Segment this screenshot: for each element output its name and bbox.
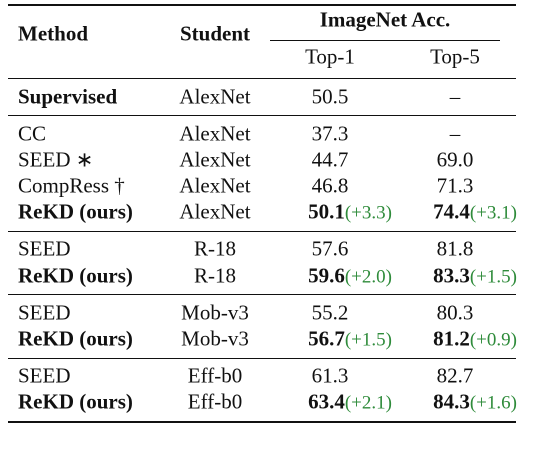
student: Eff-b0 <box>187 389 243 414</box>
top5-gain: (+1.6) <box>469 392 517 414</box>
top1-gain: (+3.3) <box>344 202 392 224</box>
method: Supervised <box>18 84 118 108</box>
top5-value: 81.8 <box>436 236 474 261</box>
method: SEED <box>18 236 71 261</box>
top1-value: 63.4 <box>308 389 345 414</box>
top1-gain: (+2.1) <box>344 392 392 414</box>
rule <box>8 78 516 79</box>
header-method: Method <box>18 21 88 46</box>
top5-cell: 82.7 <box>436 363 474 388</box>
rule <box>8 230 516 232</box>
top1-cell: 57.6 <box>311 236 349 261</box>
top1-value: 46.8 <box>311 173 349 198</box>
top5-gain: (+1.5) <box>469 266 517 288</box>
method: CompRess † <box>18 173 125 198</box>
top1-cell: 63.4(+2.1) <box>308 389 392 414</box>
rule <box>8 357 516 359</box>
top5-gain: (+3.1) <box>469 202 517 224</box>
top1-value: 59.6 <box>308 263 345 288</box>
top5-cell: – <box>450 86 461 107</box>
rule <box>8 294 516 296</box>
student: AlexNet <box>179 121 251 145</box>
group-rule <box>270 40 500 41</box>
top5-value: 81.2 <box>433 326 470 351</box>
top1-cell: 44.7 <box>312 149 349 170</box>
method: SEED ∗ <box>18 147 94 172</box>
method: ReKD (ours) <box>18 389 133 414</box>
top5-gain: (+0.9) <box>469 329 517 351</box>
top1-value: 55.2 <box>311 300 349 325</box>
top1-value: 44.7 <box>311 147 349 172</box>
top1-cell: 55.2 <box>312 302 349 323</box>
top5-cell: 84.3(+1.6) <box>433 389 517 414</box>
top-rule <box>8 4 516 6</box>
top1-cell: 46.8 <box>311 173 349 198</box>
top5-value: – <box>449 84 461 108</box>
top1-gain: (+1.5) <box>344 329 392 351</box>
method: ReKD (ours) <box>18 263 133 288</box>
student: Eff-b0 <box>187 363 243 388</box>
top5-cell: 83.3(+1.5) <box>433 263 517 288</box>
student: AlexNet <box>179 199 251 224</box>
top5-cell: 80.3 <box>437 302 474 323</box>
top5-value: – <box>449 121 461 145</box>
top1-value: 50.5 <box>311 84 349 108</box>
method: ReKD (ours) <box>18 199 133 224</box>
top1-cell: 59.6(+2.0) <box>308 263 392 288</box>
student: AlexNet <box>179 173 251 198</box>
top5-cell: – <box>450 123 461 144</box>
top1-cell: 61.3 <box>311 363 349 388</box>
header-group: ImageNet Acc. <box>319 7 451 32</box>
student: R-18 <box>194 263 236 288</box>
rule <box>8 115 516 116</box>
method: SEED <box>18 300 71 325</box>
top5-cell: 81.2(+0.9) <box>433 326 517 351</box>
method: SEED <box>18 363 71 388</box>
top1-value: 61.3 <box>311 363 349 388</box>
student: R-18 <box>194 236 236 261</box>
top5-cell: 74.4(+3.1) <box>433 199 517 224</box>
top1-value: 57.6 <box>311 236 349 261</box>
header-student: Student <box>179 21 251 46</box>
header-top5: Top-5 <box>430 44 480 69</box>
top5-value: 71.3 <box>436 173 474 198</box>
top1-gain: (+2.0) <box>344 266 392 288</box>
header-top1: Top-1 <box>305 44 355 69</box>
top1-cell: 37.3 <box>312 123 349 144</box>
top5-value: 84.3 <box>433 389 470 414</box>
top5-cell: 71.3 <box>436 173 474 198</box>
top5-value: 82.7 <box>436 363 474 388</box>
top1-cell: 56.7(+1.5) <box>308 326 392 351</box>
top5-value: 69.0 <box>436 147 474 172</box>
student: AlexNet <box>179 147 251 172</box>
top1-value: 37.3 <box>311 121 349 145</box>
method: CC <box>18 121 47 145</box>
top1-cell: 50.1(+3.3) <box>308 199 392 224</box>
rule <box>8 420 516 423</box>
top1-value: 56.7 <box>308 326 345 351</box>
top5-cell: 81.8 <box>436 236 474 261</box>
student: AlexNet <box>179 84 251 108</box>
student: Mob-v3 <box>181 326 249 351</box>
top5-value: 74.4 <box>433 199 470 224</box>
student: Mob-v3 <box>181 300 249 325</box>
top5-value: 80.3 <box>436 300 474 325</box>
method: ReKD (ours) <box>18 326 133 351</box>
top5-cell: 69.0 <box>437 149 474 170</box>
top1-cell: 50.5 <box>312 86 349 107</box>
top5-value: 83.3 <box>433 263 470 288</box>
top1-value: 50.1 <box>308 199 345 224</box>
